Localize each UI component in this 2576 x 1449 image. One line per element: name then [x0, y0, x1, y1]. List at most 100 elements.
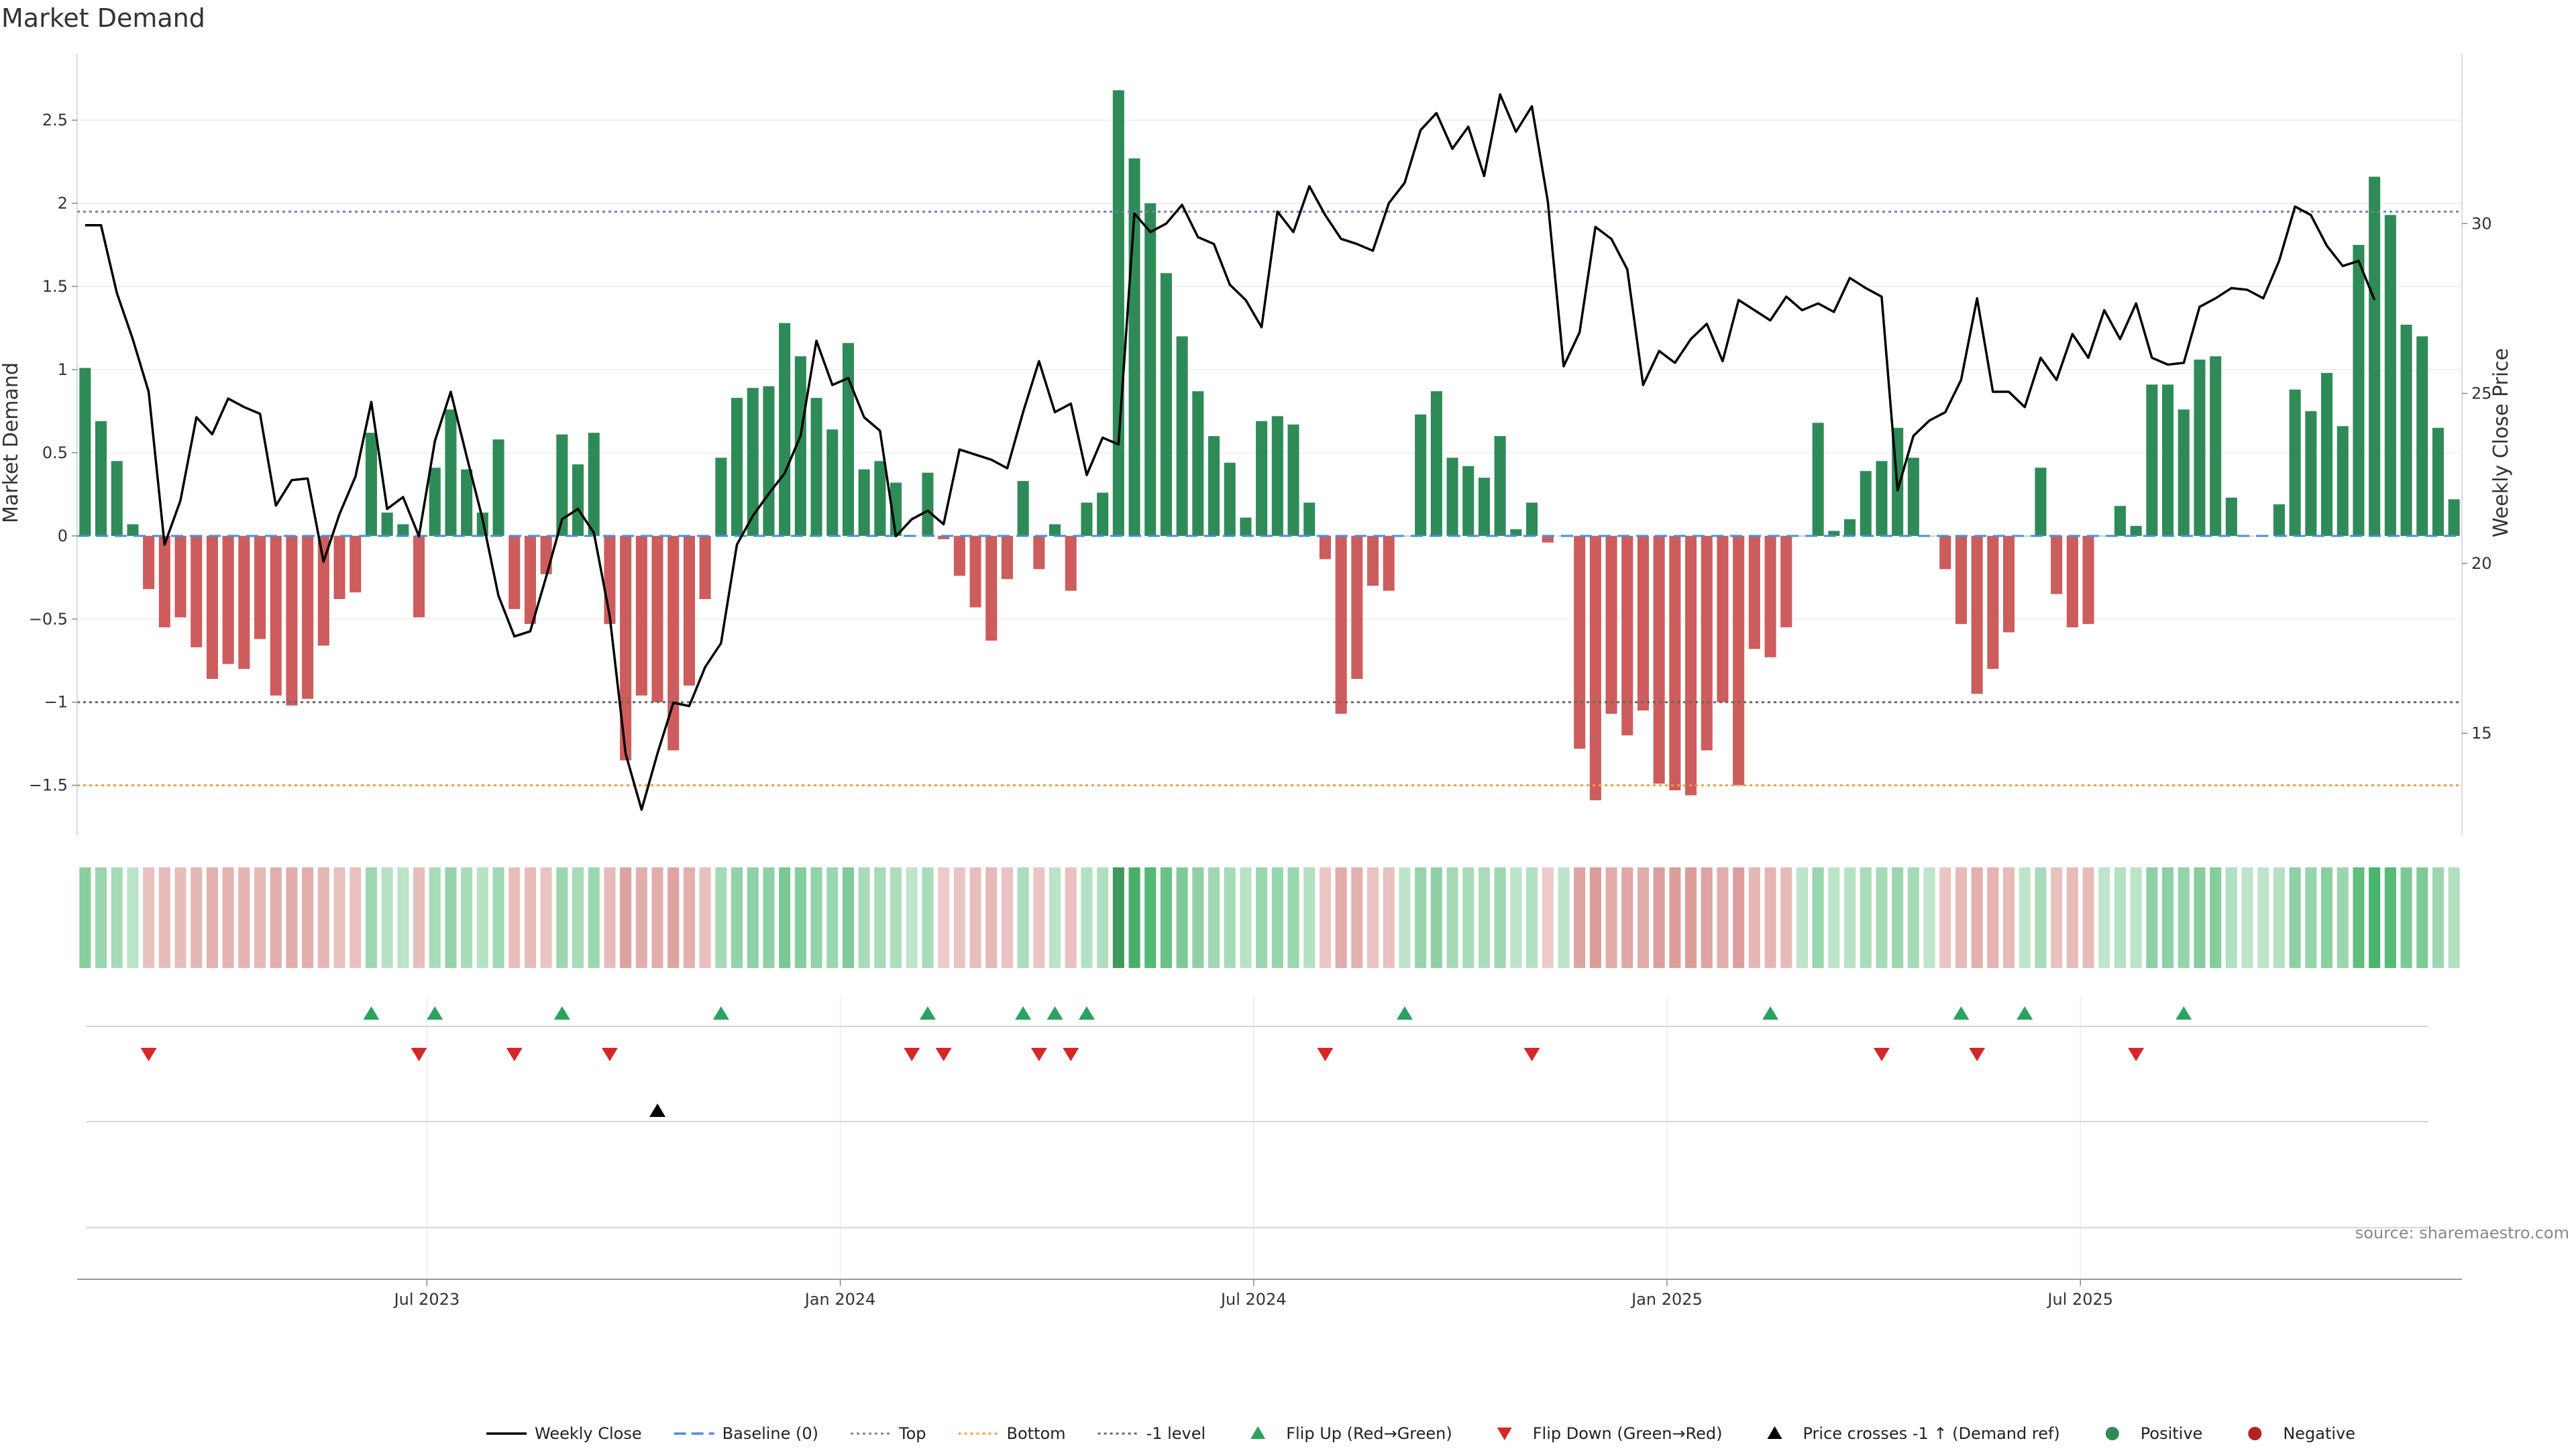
demand-bar	[588, 433, 600, 536]
heat-cell	[1208, 867, 1220, 968]
demand-bar	[95, 421, 107, 536]
heat-cell	[2273, 867, 2285, 968]
demand-bar	[2114, 506, 2126, 536]
heat-cell	[938, 867, 950, 968]
legend-label: Negative	[2283, 1424, 2355, 1443]
flip-down-marker	[601, 1048, 618, 1061]
reference-lines	[77, 210, 2462, 787]
x-tick-label: Jan 2025	[1630, 1290, 1703, 1309]
demand-bar	[1192, 391, 1204, 536]
legend-label: Baseline (0)	[722, 1424, 818, 1443]
y2-tick-label: 25	[2471, 384, 2492, 403]
demand-bar	[1287, 424, 1299, 536]
heat-cell	[1637, 867, 1649, 968]
flip-down-marker	[1317, 1048, 1334, 1061]
heat-cell	[286, 867, 298, 968]
heat-cell	[874, 867, 886, 968]
heat-cell	[2369, 867, 2381, 968]
y2-tick-label: 30	[2471, 214, 2492, 233]
heat-cell	[588, 867, 600, 968]
heat-cell	[1033, 867, 1045, 968]
heat-cell	[1128, 867, 1140, 968]
demand-bar	[302, 535, 314, 699]
demand-bar	[1860, 471, 1872, 536]
flip-up-marker	[2176, 1006, 2192, 1020]
heat-cell	[683, 867, 695, 968]
heat-cell	[2066, 867, 2078, 968]
heat-cell	[1907, 867, 1919, 968]
heat-cell	[2448, 867, 2460, 968]
heat-cell	[1812, 867, 1824, 968]
heat-cell	[1160, 867, 1172, 968]
heat-cell	[2130, 867, 2142, 968]
heat-cell	[1446, 867, 1458, 968]
flip-up-marker	[1762, 1006, 1779, 1020]
demand-bar	[1224, 462, 1236, 536]
legend-label: Price crosses -1 ↑ (Demand ref)	[1803, 1424, 2060, 1443]
event-markers	[140, 1006, 2192, 1117]
demand-bar	[779, 323, 791, 536]
demand-bar	[1494, 436, 1506, 536]
heat-cell	[2082, 867, 2094, 968]
flip-up-marker	[1015, 1006, 1032, 1020]
heat-cell	[524, 867, 536, 968]
heat-cell	[1748, 867, 1760, 968]
flip-down-marker	[935, 1048, 952, 1061]
heat-cell	[2289, 867, 2301, 968]
weekly-close-line	[85, 93, 2376, 811]
y2-tick-label: 20	[2471, 554, 2492, 573]
heat-cell	[1939, 867, 1951, 968]
heat-cell	[79, 867, 91, 968]
legend-item: Positive	[2105, 1424, 2202, 1443]
heat-cell	[2337, 867, 2349, 968]
demand-bar	[1081, 502, 1093, 536]
demand-bar	[922, 472, 934, 536]
legend-label: Top	[898, 1424, 926, 1443]
legend-item: Top	[851, 1424, 926, 1443]
demand-bar	[2337, 426, 2349, 536]
heat-cell	[604, 867, 616, 968]
heat-cell	[1558, 867, 1570, 968]
heat-cell	[1892, 867, 1904, 968]
heat-cell	[1542, 867, 1554, 968]
demand-bar	[747, 388, 759, 536]
heat-cell	[715, 867, 727, 968]
heat-cell	[1271, 867, 1283, 968]
heat-cell	[635, 867, 647, 968]
demand-bar	[1780, 535, 1792, 628]
heat-cell	[1081, 867, 1093, 968]
flip-down-marker	[1969, 1048, 1986, 1061]
demand-bar	[1112, 90, 1124, 536]
legend-label: Bottom	[1007, 1424, 1066, 1443]
heat-cell	[333, 867, 345, 968]
demand-bar	[794, 356, 806, 536]
heat-cell	[461, 867, 473, 968]
x-tick-label: Jul 2023	[393, 1290, 460, 1309]
legend-swatch-circle	[2248, 1427, 2262, 1440]
demand-bar	[1526, 502, 1538, 536]
demand-bar	[1144, 203, 1157, 536]
heat-cell	[127, 867, 139, 968]
heat-cell	[2353, 867, 2365, 968]
heat-cell	[174, 867, 186, 968]
heat-cell	[1415, 867, 1427, 968]
legend-swatch-triangle-down	[1497, 1428, 1512, 1440]
demand-bar	[492, 439, 504, 536]
heat-cell	[254, 867, 266, 968]
demand-bar	[635, 535, 647, 696]
heat-cell	[492, 867, 504, 968]
heat-cell	[1589, 867, 1601, 968]
demand-bar	[2225, 497, 2237, 536]
demand-bar	[1907, 458, 1919, 536]
demand-bar	[2273, 504, 2285, 536]
demand-bar	[2019, 535, 2031, 537]
heat-cell	[779, 867, 791, 968]
weekly-close-line	[85, 93, 2376, 811]
heat-cell	[2416, 867, 2428, 968]
demand-bar	[1621, 535, 1633, 736]
demand-bar	[1065, 535, 1077, 591]
heat-cell	[1605, 867, 1617, 968]
heat-cell	[111, 867, 123, 968]
demand-bar	[1367, 535, 1379, 586]
